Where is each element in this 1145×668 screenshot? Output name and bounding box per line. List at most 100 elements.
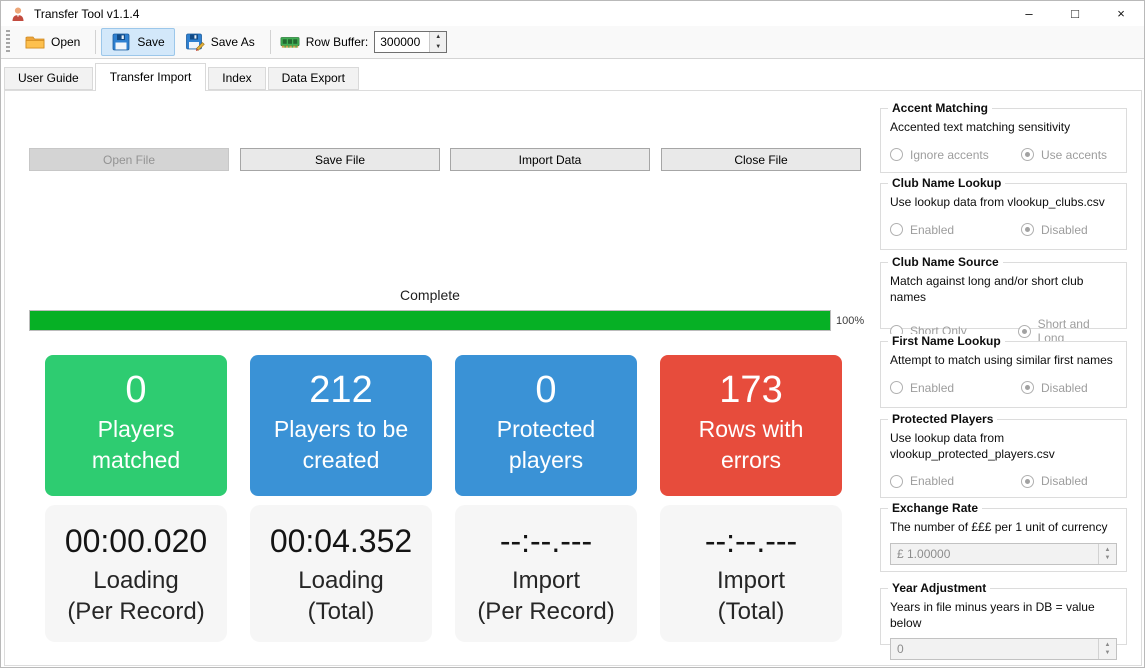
radio-icon [890,223,903,237]
progress-fill [30,311,830,330]
save-file-button[interactable]: Save File [240,148,440,171]
group-title: Club Name Lookup [888,176,1006,190]
group-description: Use lookup data from vlookup_clubs.csv [890,195,1105,209]
radio-label: Ignore accents [910,147,989,162]
save-as-button-label: Save As [210,35,255,49]
radio-icon [890,381,903,395]
radio-label: Enabled [910,222,955,237]
progress-bar [29,310,831,331]
exchange-rate-value: £ 1.00000 [897,546,951,561]
group-title: Club Name Source [888,255,1003,269]
protected-players-label: Protected players [496,416,596,474]
radio-enabled: Enabled [890,474,1021,488]
open-file-button: Open File [29,148,229,171]
row-buffer-spinner[interactable]: 300000 ▲ ▼ [374,31,448,53]
tab-user-guide[interactable]: User Guide [4,67,93,90]
row-buffer-up-icon[interactable]: ▲ [435,34,442,40]
save-as-button[interactable]: Save As [175,28,265,56]
radio-enabled: Enabled [890,381,1021,395]
exchange-rate-spinner: £ 1.00000 ▲ ▼ [890,542,1117,565]
tab-transfer-import[interactable]: Transfer Import [94,63,207,91]
timer-label-line2: (Per Record) [477,598,615,626]
exchange-rate-group: Exchange Rate The number of £££ per 1 un… [880,501,1127,572]
radio-disabled: Disabled [1021,474,1088,488]
import-per-record-timer: --:--.--- Import (Per Record) [455,505,637,642]
spinner-up-icon: ▲ [1104,546,1111,553]
transfer-import-page: Open File Save File Import Data Close Fi… [4,90,1142,666]
title-bar: Transfer Tool v1.1.4 – □ × [1,1,1144,26]
radio-icon [1021,148,1034,162]
radio-icon [1021,381,1034,395]
players-matched-card: 0 Players matched [45,355,227,496]
radio-disabled: Disabled [1021,223,1088,237]
year-adjustment-value: 0 [897,642,904,657]
players-matched-value: 0 [125,369,147,411]
timer-label-line2: (Total) [307,598,375,626]
import-total-timer: --:--.--- Import (Total) [660,505,842,642]
timer-value: --:--.--- [704,523,798,559]
timer-label-line1: Loading [298,567,384,594]
toolbar-separator [95,30,97,54]
import-data-button[interactable]: Import Data [450,148,650,171]
loading-per-record-timer: 00:00.020 Loading (Per Record) [45,505,227,642]
radio-use-accents: Use accents [1021,148,1107,162]
row-buffer-down-icon[interactable]: ▼ [435,44,442,50]
save-button-label: Save [137,35,165,49]
progress-percent: 100% [836,315,865,327]
group-description: Years in file minus years in DB = value … [890,600,1095,630]
protected-players-group: Protected Players Use lookup data from v… [880,412,1127,498]
protected-players-card: 0 Protected players [455,355,637,496]
timer-value: 00:04.352 [269,523,413,559]
group-title: First Name Lookup [888,334,1005,348]
timer-label-line1: Import [716,567,785,594]
players-to-be-created-card: 212 Players to be created [250,355,432,496]
protected-players-value: 0 [535,369,557,411]
timer-label-line1: Loading [93,567,179,594]
save-button[interactable]: Save [101,28,175,56]
toolbar-separator [269,30,271,54]
club-name-source-group: Club Name Source Match against long and/… [880,255,1127,345]
close-button[interactable]: × [1117,6,1125,21]
radio-icon [1021,474,1034,488]
radio-label: Disabled [1041,380,1088,395]
radio-label: Disabled [1041,222,1088,237]
group-title: Exchange Rate [888,501,983,515]
open-button[interactable]: Open [15,28,90,56]
timer-value: 00:00.020 [64,523,208,559]
row-buffer-value[interactable]: 300000 [380,35,421,49]
radio-icon [890,474,903,488]
accent-matching-group: Accent Matching Accented text matching s… [880,101,1127,173]
window-title: Transfer Tool v1.1.4 [34,6,140,21]
radio-icon [890,148,903,162]
close-file-button[interactable]: Close File [661,148,861,171]
radio-enabled: Enabled [890,223,1021,237]
radio-label: Use accents [1041,147,1108,162]
minimize-button[interactable]: – [1025,6,1033,21]
club-name-lookup-group: Club Name Lookup Use lookup data from vl… [880,176,1127,250]
open-button-label: Open [51,35,81,49]
timer-label-line2: (Total) [717,598,785,626]
group-description: The number of £££ per 1 unit of currency [890,520,1108,534]
toolbar: Open Save Save As Row B [1,26,1144,59]
radio-ignore-accents: Ignore accents [890,148,1021,162]
rows-with-errors-value: 173 [719,369,783,411]
rows-with-errors-card: 173 Rows with errors [660,355,842,496]
maximize-button[interactable]: □ [1071,6,1079,21]
radio-label: Enabled [910,380,955,395]
progress-status-label: Complete [400,287,460,303]
toolbar-grip[interactable] [6,30,10,54]
tab-data-export[interactable]: Data Export [267,67,360,90]
radio-icon [1017,324,1031,338]
group-title: Protected Players [888,412,998,426]
spinner-up-icon: ▲ [1104,642,1111,649]
timer-value: --:--.--- [499,523,593,559]
group-description: Attempt to match using similar first nam… [890,353,1113,367]
radio-label: Enabled [910,474,955,489]
year-adjustment-group: Year Adjustment Years in file minus year… [880,581,1127,661]
person-icon [12,7,24,21]
floppy-icon [112,33,130,51]
tab-index[interactable]: Index [208,67,266,90]
folder-icon [25,36,45,49]
radio-label: Disabled [1041,474,1088,489]
group-description: Match against long and/or short club nam… [890,274,1084,304]
